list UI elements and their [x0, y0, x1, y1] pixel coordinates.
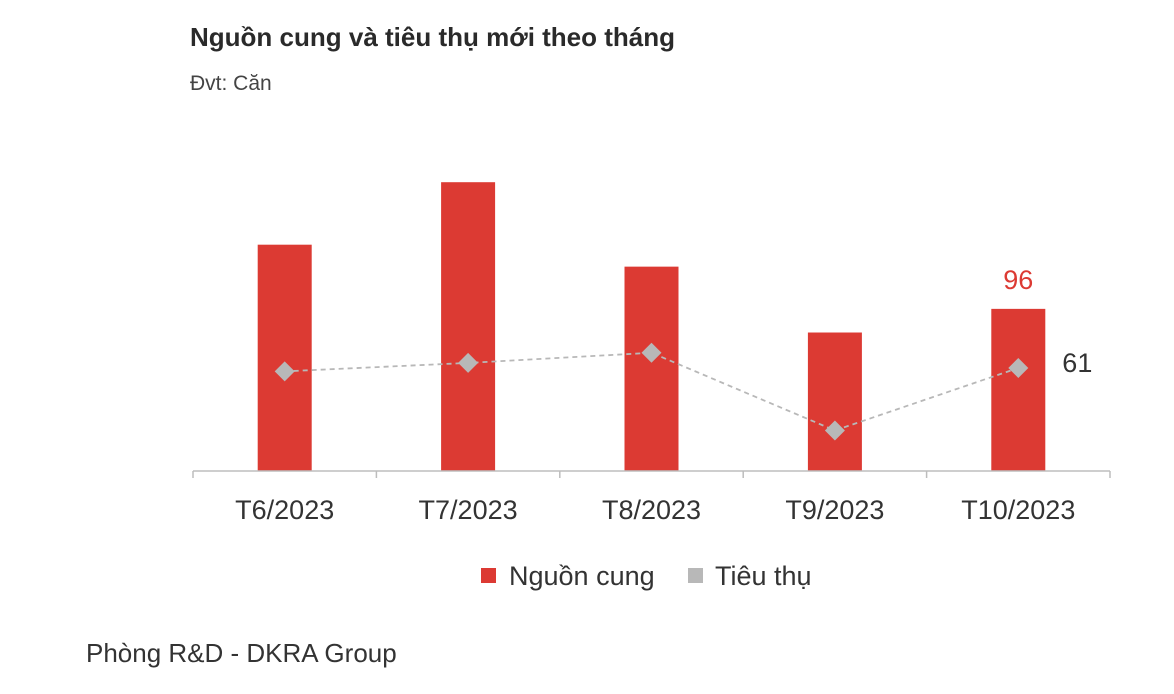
chart-unit-label: Đvt: Căn — [190, 72, 272, 95]
line-group — [274, 342, 1029, 441]
bar-group — [257, 182, 1046, 471]
data-label-group: 96 61 — [1003, 265, 1092, 378]
x-tick-label: T6/2023 — [235, 495, 334, 525]
x-tick-label: T7/2023 — [419, 495, 518, 525]
bar-T7/2023 — [441, 182, 496, 471]
x-tick-label: T10/2023 — [961, 495, 1075, 525]
bar-T8/2023 — [624, 266, 679, 471]
bar-T10/2023 — [991, 308, 1046, 471]
x-axis: T6/2023 T7/2023 T8/2023 T9/2023 T10/2023 — [192, 470, 1111, 525]
x-tick-label: T9/2023 — [785, 495, 884, 525]
line-marker-T6/2023 — [274, 361, 295, 382]
legend-swatch-nguon-cung — [481, 568, 496, 583]
source-note: Phòng R&D - DKRA Group — [86, 638, 397, 668]
legend-label-tieu-thu: Tiêu thụ — [715, 561, 812, 591]
bar-T6/2023 — [257, 244, 312, 471]
data-label-tiêu-thụ: 61 — [1062, 348, 1092, 378]
line-marker-T7/2023 — [458, 352, 479, 373]
series-line-tieu-thu — [284, 351, 1019, 432]
chart-title: Nguồn cung và tiêu thụ mới theo tháng — [190, 22, 676, 52]
data-label-nguồn-cung: 96 — [1003, 265, 1033, 295]
line-marker-T10/2023 — [1008, 357, 1029, 378]
line-marker-T8/2023 — [641, 342, 662, 363]
bar-T9/2023 — [807, 332, 862, 471]
legend-swatch-tieu-thu — [688, 568, 703, 583]
legend: Nguồn cung Tiêu thụ — [481, 561, 812, 591]
line-marker-T9/2023 — [824, 420, 845, 441]
legend-label-nguon-cung: Nguồn cung — [509, 561, 655, 591]
x-tick-label: T8/2023 — [602, 495, 701, 525]
